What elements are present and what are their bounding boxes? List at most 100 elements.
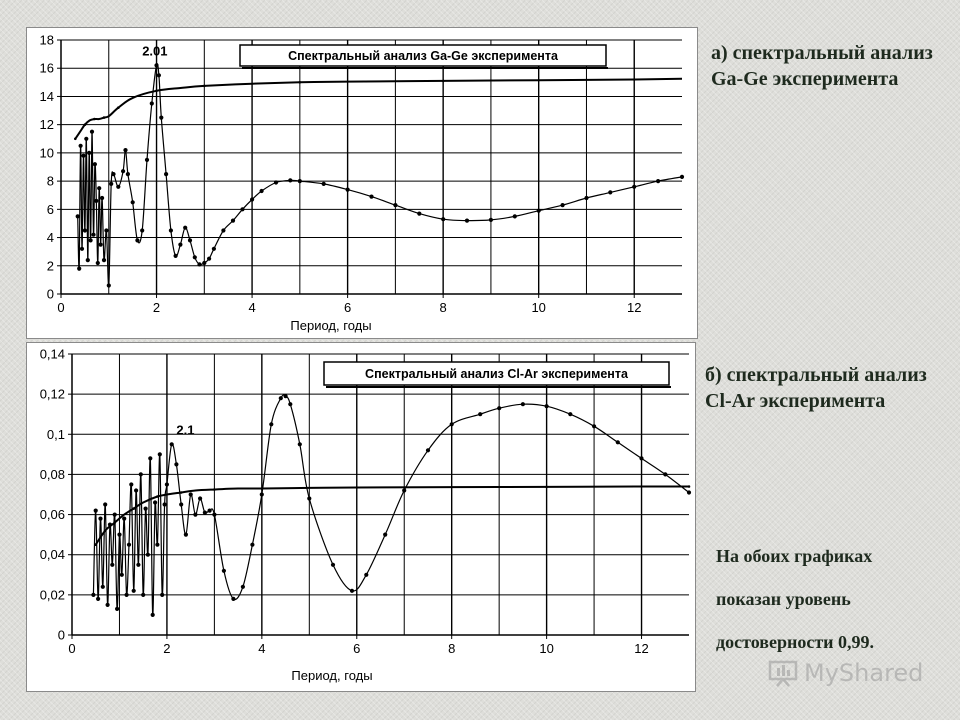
chart-a-spectrum-point: [441, 217, 446, 222]
chart-a-spectrum-point: [178, 242, 183, 247]
chart-b-spectrum-point: [497, 406, 502, 411]
chart-b-spectrum-point: [544, 404, 549, 409]
watermark: MyShared: [768, 657, 923, 689]
chart-a-spectrum-point: [98, 242, 103, 247]
watermark-text: MyShared: [804, 659, 924, 687]
chart-a-spectrum-point: [345, 187, 350, 192]
chart-panel-b: 0 0,02 0,04 0,06 0,08 0,1 0,12 0,14 0 2 4 6 8 10 12 Пер…: [26, 342, 696, 692]
chart-a-ytick-label: 12: [40, 117, 54, 132]
chart-a-spectrum-point: [159, 115, 164, 120]
chart-b-spectrum-point: [179, 502, 184, 507]
chart-a-spectrum-point: [116, 184, 121, 189]
chart-a-peak-annotation: 2.01: [142, 44, 167, 59]
chart-a-spectrum-point: [464, 218, 470, 223]
chart-a-confidence-point: [93, 117, 96, 121]
chart-b-spectrum-point: [134, 488, 139, 493]
chart-b-spectrum-point: [207, 508, 212, 513]
chart-b-confidence-point: [94, 543, 97, 546]
chart-b-spectrum-point: [162, 502, 167, 507]
chart-a-ytick-label: 0: [47, 287, 54, 302]
chart-b-spectrum-point: [96, 596, 101, 601]
chart-a-ytick-label: 8: [47, 174, 54, 189]
chart-a-spectrum-point: [250, 197, 255, 202]
chart-a-spectrum-point: [560, 203, 565, 208]
chart-a-spectrum-point: [183, 225, 188, 230]
chart-b-spectrum-point: [126, 542, 132, 547]
chart-a-spectrum-point: [88, 238, 93, 243]
chart-b-ytick-label: 0,02: [40, 587, 65, 602]
chart-a-confidence-point: [632, 78, 636, 81]
chart-b-peak-annotation: 2.1: [176, 422, 194, 437]
chart-b-confidence-point: [132, 507, 135, 510]
chart-panel-a: 0 2 4 6 8 10 12 14 16 18 0 2 4 6 8 10 12 Период, годы Спек…: [26, 27, 698, 339]
chart-b-confidence-line: [94, 485, 690, 546]
chart-a-ytick-label: 6: [47, 202, 54, 217]
chart-b-spectrum-point: [117, 532, 122, 537]
chart-b-spectrum-point: [364, 572, 369, 577]
chart-a-spectrum-point: [149, 101, 154, 106]
chart-b-spectrum-point: [288, 402, 293, 407]
chart-a-spectrum-point: [632, 184, 637, 189]
chart-a-spectrum-point: [81, 153, 86, 158]
chart-b-spectrum-point: [250, 542, 255, 547]
chart-a-spectrum-point: [273, 180, 279, 185]
presentation-icon: [768, 660, 798, 687]
chart-b-xtick-label: 10: [539, 641, 553, 656]
chart-b-confidence-point: [545, 485, 548, 489]
chart-b-spectrum-point: [164, 482, 169, 487]
chart-b-spectrum-point: [93, 508, 98, 513]
chart-a-spectrum-point: [100, 195, 105, 201]
chart-b-spectrum-point: [615, 440, 620, 445]
chart-b-confidence-point: [687, 485, 691, 488]
chart-a-confidence-point: [441, 79, 445, 83]
chart-a-confidence-point: [117, 106, 120, 109]
chart-b-spectrum-point: [349, 588, 355, 593]
chart-b-ytick-label: 0,04: [40, 547, 65, 562]
chart-a-xtick-label: 2: [153, 300, 160, 315]
chart-a-ytick-label: 4: [47, 230, 54, 245]
chart-b-spectrum-point: [157, 452, 162, 457]
chart-a-spectrum-point: [211, 246, 216, 251]
chart-b-spectrum-point: [91, 592, 96, 597]
chart-a-xtick-label: 8: [440, 300, 447, 315]
chart-b-confidence-point: [355, 486, 359, 489]
chart-b-spectrum-point: [330, 562, 336, 567]
chart-a-spectrum-point: [104, 228, 109, 233]
chart-b-spectrum-point: [686, 490, 692, 495]
chart-a-spectrum-point: [92, 162, 97, 167]
chart-b-xtick-label: 8: [448, 641, 455, 656]
chart-a-confidence-point: [74, 137, 77, 141]
chart-b-confidence-point: [156, 495, 159, 498]
chart-a-title-box: [239, 44, 607, 67]
chart-a-xtick-label: 10: [531, 300, 545, 315]
chart-a-confidence-point: [155, 89, 158, 93]
chart-a-confidence-line: [74, 77, 683, 140]
chart-a-spectrum-point: [109, 181, 114, 186]
chart-b-spectrum-point: [131, 588, 136, 593]
chart-a-spectrum-point: [154, 63, 159, 68]
chart-b-spectrum-point: [155, 542, 160, 547]
chart-b-spectrum-point: [188, 492, 193, 497]
chart-a-spectrum-point: [321, 181, 326, 186]
chart-a-spectrum-point: [77, 266, 82, 271]
chart-b-spectrum-point: [98, 516, 103, 521]
chart-a-svg: 0 2 4 6 8 10 12 14 16 18 0 2 4 6 8 10 12 Период, годы Спек…: [40, 33, 685, 333]
chart-b-spectrum-point: [307, 496, 312, 501]
chart-a-spectrum-point: [207, 256, 212, 261]
note-line-3: достоверности 0,99.: [716, 632, 875, 652]
chart-b-confidence-point: [213, 488, 216, 491]
chart-b-spectrum-point: [143, 506, 148, 511]
chart-a-spectrum-point: [168, 228, 173, 233]
chart-b-spectrum-point: [141, 592, 146, 597]
chart-a-spectrum-point: [221, 228, 226, 233]
chart-b-svg: 0 0,02 0,04 0,06 0,08 0,1 0,12 0,14 0 2 4 6 8 10 12 Пер…: [40, 347, 692, 683]
chart-b-xtick-label: 0: [68, 641, 75, 656]
chart-a-spectrum-point: [164, 172, 169, 177]
chart-a-spectrum-point: [488, 217, 493, 222]
chart-b-spectrum-point: [169, 442, 174, 447]
chart-b-spectrum-point: [103, 502, 108, 507]
chart-a-xtick-label: 0: [57, 300, 64, 315]
caption-b: б) спектральный анализ Cl-Ar эксперимент…: [705, 364, 927, 412]
chart-a-spectrum-point: [121, 169, 126, 174]
chart-a-spectrum-point: [173, 253, 178, 258]
